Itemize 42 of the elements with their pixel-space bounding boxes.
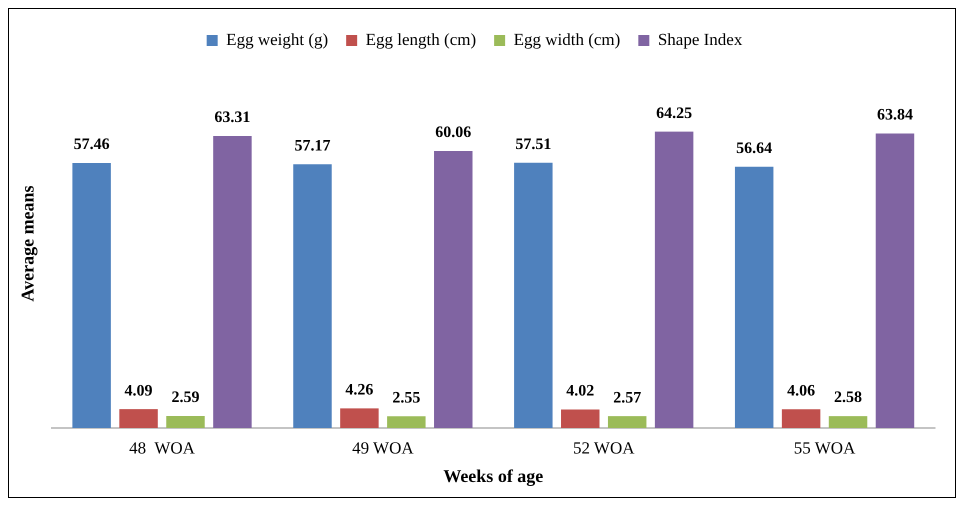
bar [119, 409, 158, 428]
x-tick-label: 48 WOA [129, 438, 196, 458]
data-label: 2.55 [392, 389, 420, 406]
data-label: 2.58 [834, 389, 862, 406]
bar [387, 416, 426, 428]
data-label: 4.26 [345, 381, 374, 398]
data-label: 63.31 [214, 109, 250, 126]
bar [828, 416, 868, 428]
data-label: 2.57 [613, 389, 642, 406]
y-axis-title: Average means [17, 185, 38, 302]
bar [166, 416, 205, 428]
bar [72, 162, 111, 428]
bar [561, 409, 600, 428]
bar [876, 134, 914, 428]
data-label: 57.46 [74, 136, 110, 154]
bar [434, 150, 473, 428]
bar [734, 166, 774, 428]
legend-label: Egg weight (g) [226, 30, 328, 49]
data-label: 56.64 [736, 140, 772, 157]
data-label: 4.06 [787, 382, 816, 400]
legend-label: Egg width (cm) [514, 30, 620, 49]
bar [514, 162, 553, 428]
legend-label: Egg length (cm) [366, 30, 476, 49]
x-axis-title: Weeks of age [443, 466, 544, 486]
data-label: 57.17 [294, 137, 330, 154]
bar [340, 408, 379, 428]
data-label: 4.02 [566, 382, 594, 400]
bar [654, 132, 694, 428]
data-label: 2.59 [171, 389, 200, 406]
data-label: 60.06 [435, 124, 472, 142]
bar [608, 416, 646, 428]
bar [293, 164, 332, 428]
bar [213, 136, 252, 428]
data-label: 4.09 [124, 382, 153, 400]
data-label: 57.51 [515, 136, 552, 153]
x-tick-label: 52 WOA [572, 438, 636, 458]
data-label: 63.84 [876, 106, 913, 124]
x-tick-label: 55 WOA [794, 438, 856, 458]
x-tick-label: 49 WOA [352, 438, 414, 458]
legend-label: Shape Index [658, 30, 743, 49]
data-label: 64.25 [656, 104, 692, 122]
bar [782, 409, 820, 428]
